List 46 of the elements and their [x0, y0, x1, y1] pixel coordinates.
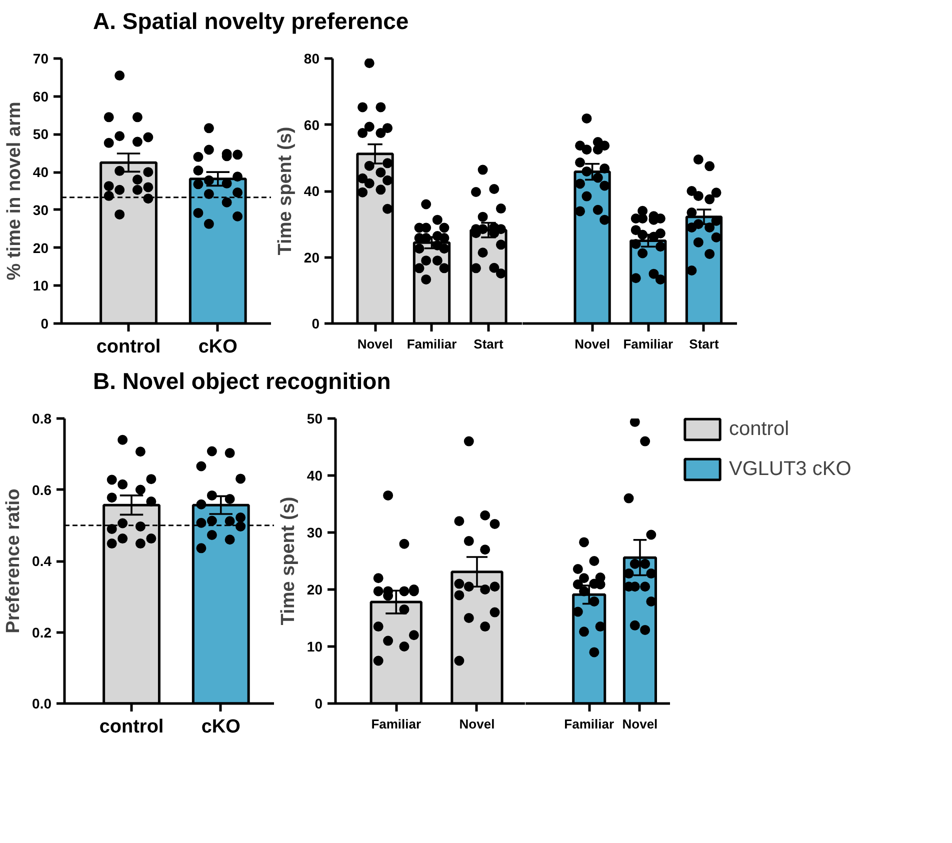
x-tick-label: Novel — [357, 336, 393, 352]
x-tick-label: Novel — [459, 716, 495, 732]
y-tick-label: 20 — [304, 249, 320, 266]
y-tick-label: 0.2 — [32, 624, 52, 640]
x-tick-label: Novel — [622, 716, 658, 732]
y-axis-title: Preference ratio — [3, 488, 24, 634]
y-tick-label: 30 — [32, 202, 49, 218]
y-tick-label: 50 — [306, 410, 323, 426]
chart-title: A. Spatial novelty preference — [93, 7, 409, 36]
y-axis-title: % time in novel arm — [4, 102, 25, 280]
y-tick-label: 40 — [304, 183, 320, 199]
y-tick-label: 0.8 — [32, 410, 52, 426]
x-tick-label: Start — [689, 336, 720, 352]
y-tick-label: 60 — [304, 116, 320, 133]
legend-label: control — [729, 418, 790, 440]
x-tick-label: Familiar — [564, 716, 614, 732]
y-tick-label: 30 — [306, 524, 323, 540]
x-tick-label: Familiar — [623, 336, 674, 352]
y-tick-label: 60 — [32, 88, 49, 104]
x-tick-label: cKO — [201, 716, 240, 738]
y-tick-label: 0 — [312, 316, 320, 332]
y-tick-label: 10 — [32, 278, 49, 294]
y-axis-title: Time spent (s) — [274, 126, 296, 256]
y-tick-label: 20 — [32, 240, 49, 256]
y-tick-label: 0.0 — [32, 696, 52, 712]
x-tick-label: Novel — [574, 336, 610, 352]
y-tick-label: 70 — [32, 50, 49, 66]
y-tick-label: 50 — [32, 126, 49, 142]
y-tick-label: 80 — [304, 50, 320, 66]
y-tick-label: 0 — [314, 696, 323, 712]
x-tick-label: cKO — [198, 336, 238, 358]
x-tick-label: Start — [474, 336, 504, 352]
y-tick-label: 0 — [40, 316, 49, 332]
y-tick-label: 40 — [32, 164, 49, 180]
y-tick-label: 20 — [306, 582, 323, 598]
y-tick-label: 0.6 — [32, 482, 52, 498]
y-axis-title: Time spent (s) — [278, 496, 299, 626]
legend-label: VGLUT3 cKO — [729, 458, 852, 480]
x-tick-label: Familiar — [371, 716, 422, 732]
y-tick-label: 40 — [306, 468, 323, 484]
x-tick-label: control — [96, 336, 161, 358]
y-tick-label: 10 — [306, 638, 323, 654]
x-tick-label: control — [99, 716, 164, 738]
x-tick-label: Familiar — [406, 336, 457, 352]
y-tick-label: 0.4 — [32, 553, 52, 569]
chart-title: B. Novel object recognition — [93, 367, 391, 396]
